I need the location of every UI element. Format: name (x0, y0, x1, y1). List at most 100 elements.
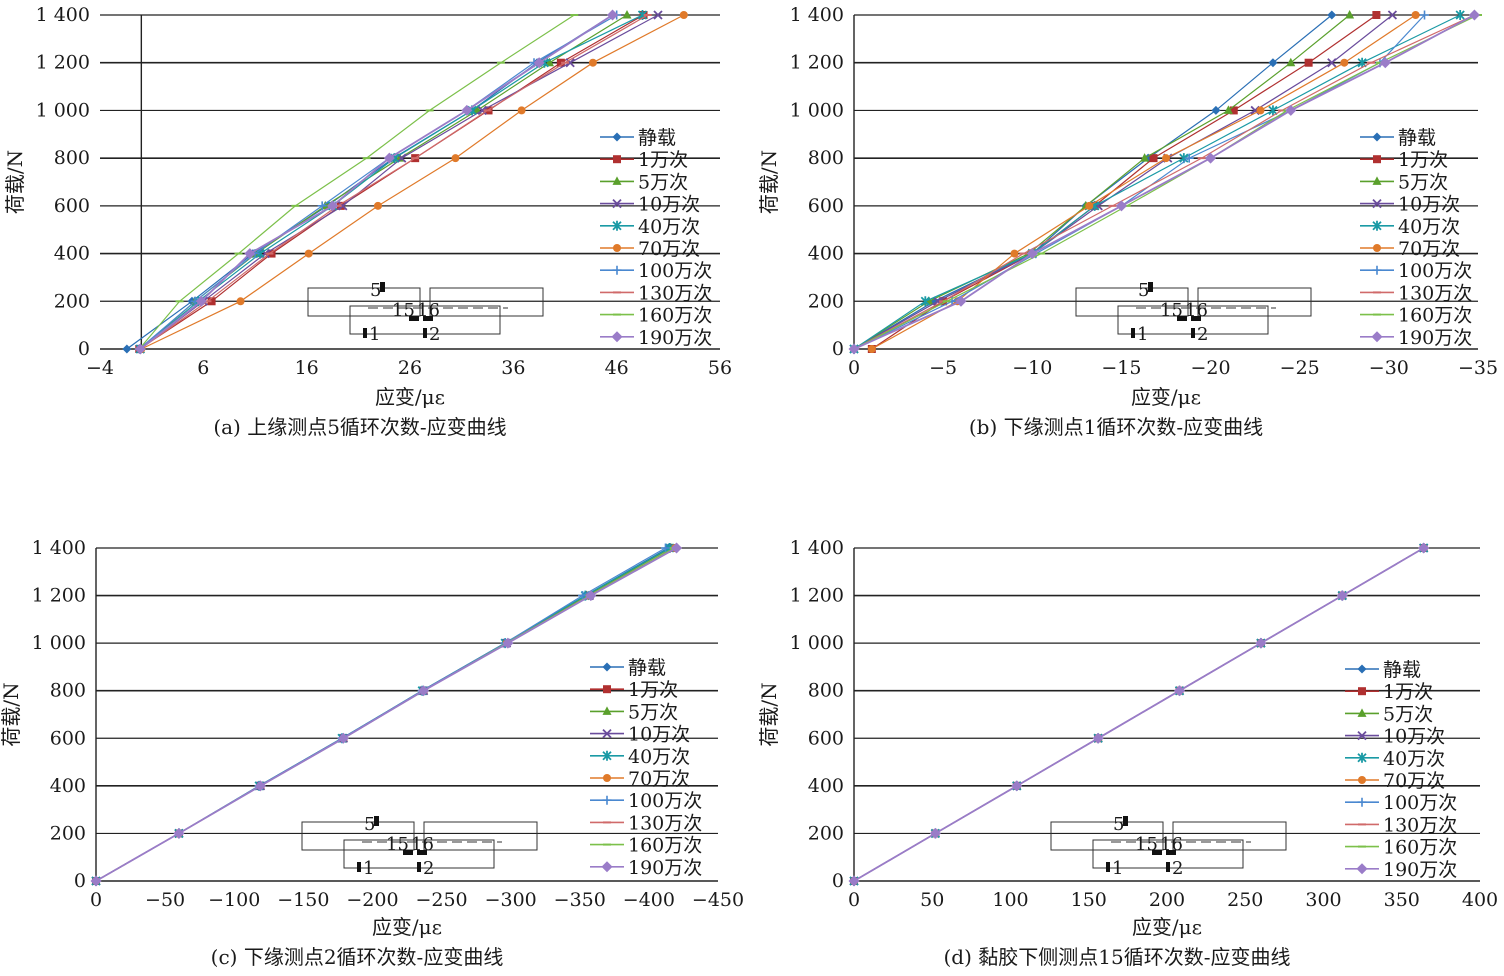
gauge-mark (1152, 850, 1162, 855)
legend-marker (602, 795, 612, 805)
legend-label: 160万次 (1398, 305, 1472, 327)
data-point (660, 543, 670, 553)
data-point (848, 875, 860, 887)
legend-label: 160万次 (638, 305, 712, 327)
data-point (1205, 152, 1217, 164)
legend-label: 100万次 (638, 260, 712, 282)
gauge-label: 1 (363, 858, 374, 879)
y-axis-label: 荷载/N (0, 682, 23, 746)
gauge-label: 16 (1185, 300, 1208, 321)
data-point (304, 249, 313, 258)
y-tick-label: 200 (808, 290, 844, 312)
y-tick-label: 1 200 (36, 52, 90, 74)
legend-marker (601, 861, 613, 873)
series-9 (848, 9, 1480, 355)
y-tick-label: 400 (54, 243, 90, 265)
gauge-mark (1191, 316, 1201, 321)
legend-label: 160万次 (628, 835, 702, 857)
series-line (871, 14, 1377, 350)
gauge-label: 5 (1138, 280, 1149, 301)
series-line (853, 14, 1475, 350)
series-line (138, 14, 644, 350)
y-tick-label: 1 000 (32, 632, 86, 654)
gauge-mark (423, 316, 433, 321)
x-tick-label: 150 (1071, 889, 1107, 911)
legend-marker (1357, 664, 1367, 674)
gauge-mark (380, 282, 385, 292)
y-tick-label: 400 (50, 775, 86, 797)
data-point (533, 57, 545, 69)
gauge-label: 2 (1197, 324, 1208, 345)
legend-marker (613, 244, 621, 252)
y-tick-label: 800 (50, 680, 86, 702)
panel-caption: (a) 上缘测点5循环次数-应变曲线 (213, 415, 506, 439)
data-point (1162, 154, 1170, 163)
y-tick-label: 1 400 (32, 537, 86, 559)
data-point (1336, 590, 1348, 602)
x-tick-label: −300 (485, 889, 537, 911)
legend-label: 100万次 (1383, 792, 1457, 814)
x-tick-label: 200 (1149, 889, 1185, 911)
series-line (853, 547, 1425, 882)
x-tick-label: 0 (848, 889, 860, 911)
gauge-label: 2 (429, 324, 440, 345)
series-9 (848, 542, 1430, 887)
y-tick-label: 1 400 (36, 4, 90, 26)
data-point (502, 637, 514, 649)
x-tick-label: −35 (1458, 357, 1498, 379)
chart-panel-0: 0 200 400 600 800 1 000 1 200 1 400 −4 6 16 26 36 46 5… (3, 4, 732, 439)
data-point (588, 58, 597, 67)
y-tick-label: 800 (808, 147, 844, 169)
gauge-mark (1131, 328, 1135, 338)
legend-marker (1358, 776, 1366, 784)
x-tick-label: −20 (1191, 357, 1231, 379)
data-point (929, 827, 941, 839)
legend-marker (1372, 132, 1382, 142)
beam-left-block (1075, 287, 1189, 317)
panel-caption: (d) 黏胶下侧测点15循环次数-应变曲线 (944, 945, 1291, 969)
data-point (1115, 200, 1127, 212)
series-line (853, 14, 1461, 350)
data-point (1026, 248, 1038, 260)
data-point (1327, 58, 1337, 68)
legend-marker (602, 662, 612, 672)
x-tick-label: −30 (1369, 357, 1409, 379)
data-point (607, 9, 619, 21)
y-tick-label: 600 (808, 727, 844, 749)
data-point (671, 542, 683, 554)
gauge-label: 15 (386, 834, 409, 855)
data-point (955, 295, 967, 307)
data-point (1149, 154, 1158, 163)
data-point (418, 685, 430, 697)
beam-left-block (1050, 821, 1164, 851)
x-tick-label: −25 (1280, 357, 1320, 379)
legend-label: 190万次 (628, 857, 702, 879)
beam-diagram: 5 15 16 1 2 (1075, 280, 1312, 345)
legend-label: 10万次 (1383, 726, 1445, 748)
legend-marker (1356, 863, 1368, 875)
legend-marker (602, 750, 612, 761)
data-point (1010, 249, 1019, 258)
x-tick-label: −50 (145, 889, 185, 911)
legend-marker (602, 728, 612, 739)
series-line (95, 547, 677, 882)
legend-marker (1357, 797, 1367, 807)
data-point (1256, 106, 1265, 115)
series-line (141, 14, 685, 350)
y-tick-label: 1 400 (790, 4, 844, 26)
legend-label: 40万次 (1383, 748, 1445, 770)
chart-panel-2: 0 200 400 600 800 1 000 1 200 1 400 0 −50 −100 −150… (0, 537, 744, 969)
legend-label: 10万次 (628, 724, 690, 746)
data-point (1418, 542, 1430, 554)
data-point (173, 827, 185, 839)
series-line (853, 14, 1393, 350)
data-point (867, 345, 876, 353)
y-tick-label: 0 (78, 338, 90, 360)
y-axis-label: 荷载/N (3, 150, 27, 214)
legend-label: 1万次 (1398, 149, 1448, 171)
y-tick-label: 200 (54, 290, 90, 312)
series-line (853, 14, 1350, 350)
legend-label: 5万次 (1383, 703, 1433, 725)
data-point (556, 58, 565, 67)
y-tick-label: 1 000 (36, 99, 90, 121)
